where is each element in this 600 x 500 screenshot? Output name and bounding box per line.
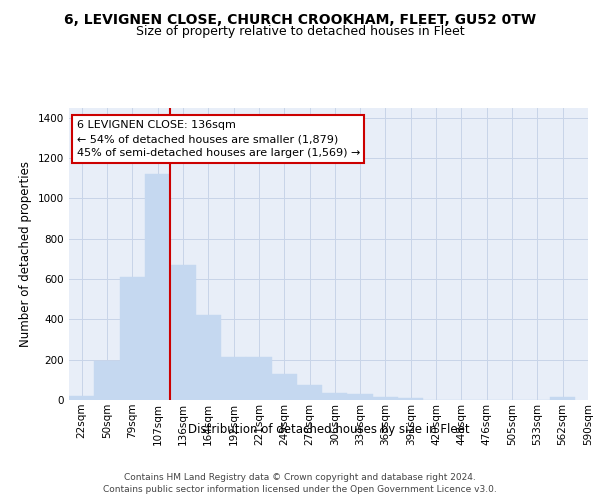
Bar bbox=[94, 360, 119, 400]
Bar bbox=[196, 316, 221, 400]
Bar bbox=[398, 398, 424, 400]
Bar bbox=[322, 394, 347, 400]
Bar bbox=[297, 385, 322, 400]
Text: Size of property relative to detached houses in Fleet: Size of property relative to detached ho… bbox=[136, 25, 464, 38]
Bar bbox=[69, 396, 94, 400]
Y-axis label: Number of detached properties: Number of detached properties bbox=[19, 161, 32, 347]
Bar bbox=[145, 174, 170, 400]
Text: Contains HM Land Registry data © Crown copyright and database right 2024.
Contai: Contains HM Land Registry data © Crown c… bbox=[103, 472, 497, 494]
Bar bbox=[221, 356, 246, 400]
Text: 6, LEVIGNEN CLOSE, CHURCH CROOKHAM, FLEET, GU52 0TW: 6, LEVIGNEN CLOSE, CHURCH CROOKHAM, FLEE… bbox=[64, 12, 536, 26]
Bar bbox=[272, 374, 297, 400]
Bar bbox=[246, 356, 272, 400]
Bar bbox=[373, 398, 398, 400]
Text: 6 LEVIGNEN CLOSE: 136sqm
← 54% of detached houses are smaller (1,879)
45% of sem: 6 LEVIGNEN CLOSE: 136sqm ← 54% of detach… bbox=[77, 120, 360, 158]
Bar bbox=[119, 277, 145, 400]
Bar bbox=[550, 398, 575, 400]
Text: Distribution of detached houses by size in Fleet: Distribution of detached houses by size … bbox=[188, 422, 470, 436]
Bar bbox=[170, 265, 196, 400]
Bar bbox=[347, 394, 373, 400]
